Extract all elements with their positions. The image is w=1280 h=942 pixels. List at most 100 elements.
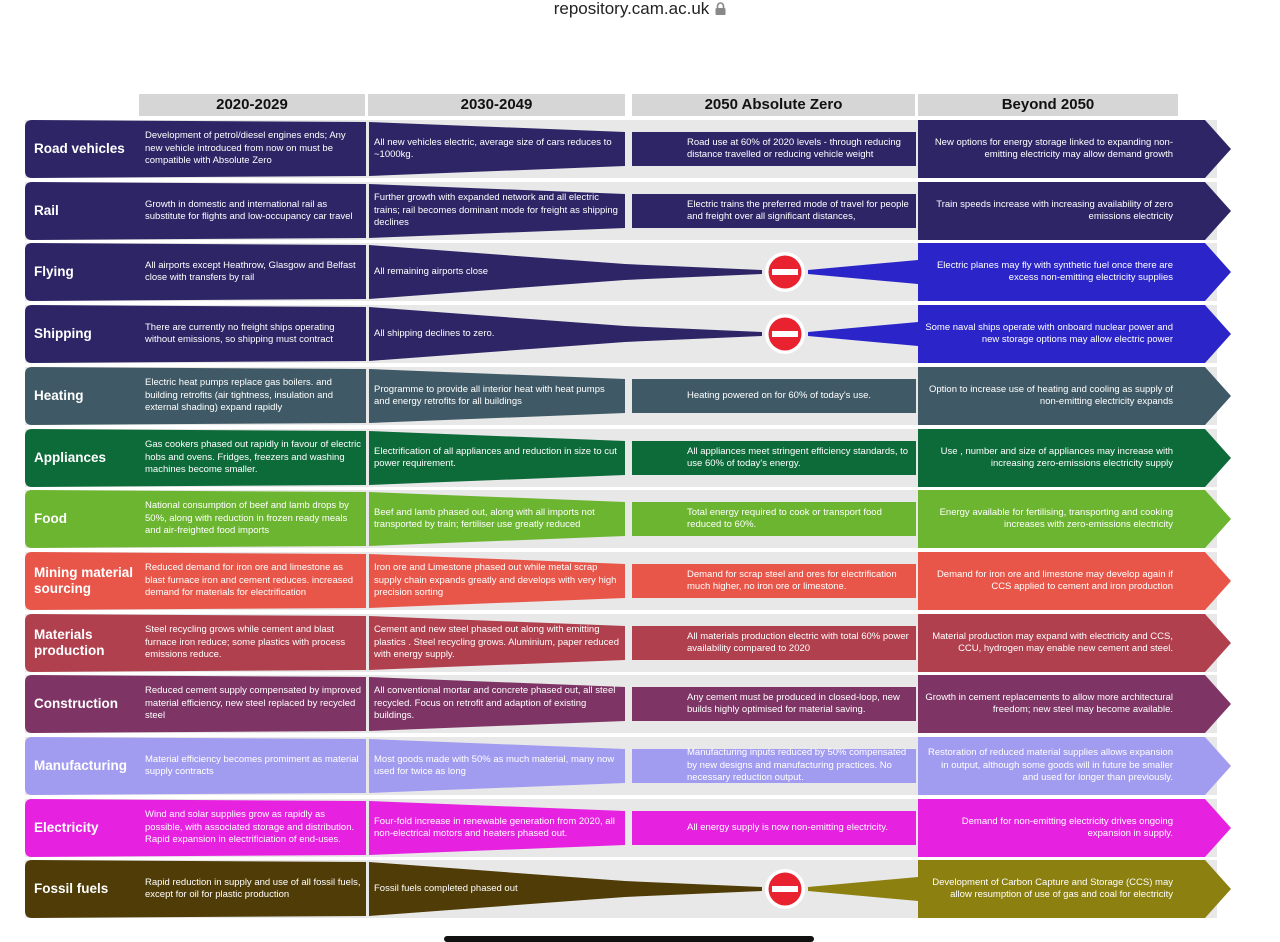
cell-text: Demand for non-emitting electricity driv… [961,815,1173,840]
cell-text: Some naval ships operate with onboard nu… [925,321,1173,346]
cell-text-c3: Demand for scrap steel and ores for elec… [687,552,909,610]
band-taper [369,245,762,299]
sector-row: Food National consumption of beef and lam… [0,490,1280,548]
band-2030 [369,492,625,546]
band-2050 [632,132,916,166]
cell-text-c3: Total energy required to cook or transpo… [687,490,909,548]
sector-band [25,737,1231,795]
cell-text: Electrification of all appliances and re… [374,445,617,470]
home-indicator [444,936,814,942]
column-header-2050: 2050 Absolute Zero [632,94,915,116]
cell-text: Electric heat pumps replace gas boilers.… [145,377,333,414]
band-2030 [369,184,625,238]
cell-text: Option to increase use of heating and co… [929,383,1173,408]
cell-text-c4: Train speeds increase with increasing av… [925,182,1173,240]
cell-text-c2: Cement and new steel phased out along wi… [374,614,622,672]
label-cell [25,182,366,240]
cell-text-c4: Use , number and size of appliances may … [925,429,1173,487]
label-cell [25,552,366,610]
sector-band [25,614,1231,672]
sector-label: Materials production [34,627,105,658]
cell-text: All conventional mortar and concrete pha… [374,685,616,722]
sector-band [25,305,1231,363]
cell-text-c2: All conventional mortar and concrete pha… [374,675,622,733]
cell-text-c2: All new vehicles electric, average size … [374,120,622,178]
cell-text: Energy available for fertilising, transp… [939,506,1173,531]
cell-text: Electric planes may fly with synthetic f… [936,259,1173,284]
band-beyond [918,737,1231,795]
cell-text-c4: Some naval ships operate with onboard nu… [925,305,1173,363]
cell-text: Growth in cement replacements to allow m… [925,691,1173,716]
cell-text: Iron ore and Limestone phased out while … [374,562,617,599]
band-beyond [918,614,1231,672]
cell-text-c3: Electric trains the preferred mode of tr… [687,182,909,240]
cell-text: Wind and solar supplies grow as rapidly … [145,809,355,846]
cell-text-c4: Restoration of reduced material supplies… [925,737,1173,795]
sector-label: Road vehicles [34,141,125,156]
cell-text-c1: Reduced demand for iron ore and limeston… [145,552,365,610]
cell-text-c2: Electrification of all appliances and re… [374,429,622,487]
band-2030 [369,677,625,731]
sector-label: Mining material sourcing [34,565,134,596]
cell-text-c1: Growth in domestic and international rai… [145,182,365,240]
cell-text-c2: Most goods made with 50% as much materia… [374,737,622,795]
cell-text: Further growth with expanded network and… [374,192,618,229]
cell-text: All shipping declines to zero. [374,327,495,339]
cell-text: All materials production electric with t… [687,630,909,655]
band-beyond [918,367,1231,425]
label-cell [25,737,366,795]
cell-text-c1: Gas cookers phased out rapidly in favour… [145,429,365,487]
cell-text-c3: Any cement must be produced in closed-lo… [687,675,909,733]
band-restart [808,260,918,284]
sector-row: Rail Growth in domestic and international… [0,182,1280,240]
label-cell [25,305,366,363]
cell-text: All appliances meet stringent efficiency… [687,445,909,470]
cell-text: Electric trains the preferred mode of tr… [687,198,909,223]
sector-row: Flying All airports except Heathrow, Glas… [0,243,1280,301]
sector-label: Electricity [34,820,99,835]
cell-text: Development of Carbon Capture and Storag… [932,876,1173,901]
cell-text-c1: Wind and solar supplies grow as rapidly … [145,799,365,857]
band-beyond [918,182,1231,240]
cell-text-c2: Iron ore and Limestone phased out while … [374,552,622,610]
cell-text: Material efficiency becomes promiment as… [145,753,359,778]
sector-band [25,182,1231,240]
sector-row: Construction Reduced cement supply compen… [0,675,1280,733]
band-beyond [918,120,1231,178]
url-text: repository.cam.ac.uk [553,0,710,18]
cell-text-c1: There are currently no freight ships ope… [145,305,365,363]
band-2030 [369,554,625,608]
cell-text-c1: Electric heat pumps replace gas boilers.… [145,367,365,425]
cell-text-c3: All materials production electric with t… [687,614,909,672]
cell-text-c2: Programme to provide all interior heat w… [374,367,622,425]
sector-label: Flying [34,264,74,279]
cell-text: Programme to provide all interior heat w… [374,383,605,408]
band-2050 [632,811,916,845]
cell-text: All energy supply is now non-emitting el… [687,821,888,833]
cell-text: National consumption of beef and lamb dr… [145,500,349,537]
label-cell [25,429,366,487]
cell-text: Fossil fuels completed phased out [374,882,518,894]
cell-text-c1: Steel recycling grows while cement and b… [145,614,365,672]
column-header-beyond: Beyond 2050 [918,94,1178,116]
sector-row: Mining material sourcing Reduced demand f… [0,552,1280,610]
sector-row: Shipping There are currently no freight s… [0,305,1280,363]
cell-text: Demand for iron ore and limestone may de… [936,568,1173,593]
lock-icon [715,1,726,19]
label-cell [25,614,366,672]
no-entry-icon-bar [772,886,798,892]
cell-text: Road use at 60% of 2020 levels - through… [687,136,901,161]
sector-row: Appliances Gas cookers phased out rapidly… [0,429,1280,487]
band-taper [369,862,762,916]
band-2030 [369,431,625,485]
band-beyond [918,799,1231,857]
cell-text: Cement and new steel phased out along wi… [374,624,620,661]
sector-band [25,675,1231,733]
band-beyond [918,305,1231,363]
cell-text: Beef and lamb phased out, along with all… [374,506,595,531]
browser-url-bar[interactable]: repository.cam.ac.uk [0,0,1280,22]
cell-text: Train speeds increase with increasing av… [936,198,1173,223]
cell-text: Any cement must be produced in closed-lo… [687,691,900,716]
band-2050 [632,194,916,228]
band-2030 [369,616,625,670]
